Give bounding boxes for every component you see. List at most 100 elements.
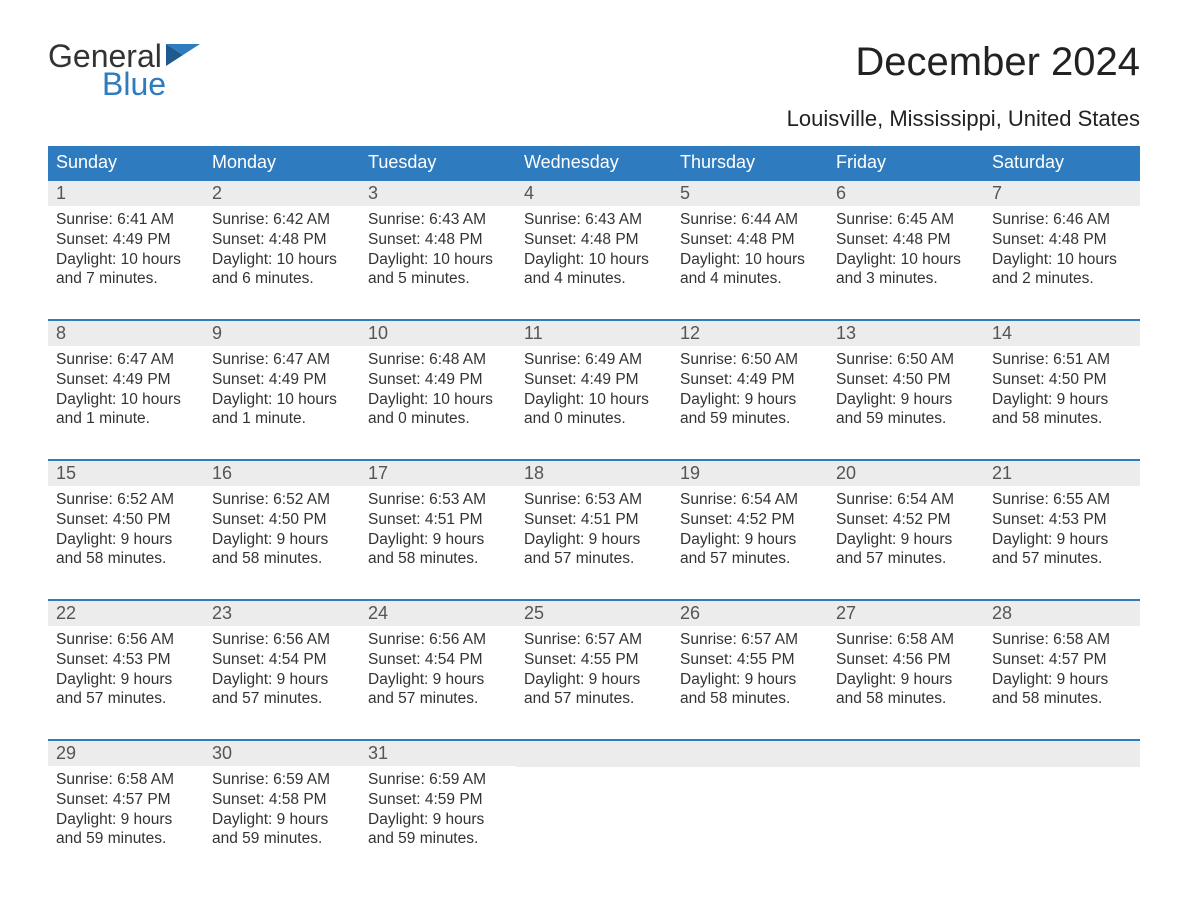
daylight-line2: and 0 minutes. <box>368 409 508 429</box>
daylight-line2: and 1 minute. <box>212 409 352 429</box>
calendar-cell: 2Sunrise: 6:42 AMSunset: 4:48 PMDaylight… <box>204 181 360 301</box>
calendar-cell: 17Sunrise: 6:53 AMSunset: 4:51 PMDayligh… <box>360 461 516 581</box>
day-details: Sunrise: 6:57 AMSunset: 4:55 PMDaylight:… <box>516 626 672 713</box>
weeks-container: 1Sunrise: 6:41 AMSunset: 4:49 PMDaylight… <box>48 179 1140 861</box>
daylight-line2: and 58 minutes. <box>368 549 508 569</box>
sunrise-text: Sunrise: 6:58 AM <box>56 770 196 790</box>
day-number: 26 <box>672 601 828 626</box>
daylight-line2: and 58 minutes. <box>56 549 196 569</box>
sunset-text: Sunset: 4:50 PM <box>212 510 352 530</box>
week-row: 22Sunrise: 6:56 AMSunset: 4:53 PMDayligh… <box>48 599 1140 721</box>
week-row: 8Sunrise: 6:47 AMSunset: 4:49 PMDaylight… <box>48 319 1140 441</box>
daylight-line2: and 59 minutes. <box>368 829 508 849</box>
calendar-cell: 22Sunrise: 6:56 AMSunset: 4:53 PMDayligh… <box>48 601 204 721</box>
day-number: 30 <box>204 741 360 766</box>
day-number: 27 <box>828 601 984 626</box>
sunrise-text: Sunrise: 6:53 AM <box>524 490 664 510</box>
sunset-text: Sunset: 4:49 PM <box>56 230 196 250</box>
day-details: Sunrise: 6:54 AMSunset: 4:52 PMDaylight:… <box>672 486 828 573</box>
day-number: 13 <box>828 321 984 346</box>
header: General Blue December 2024 <box>48 40 1140 100</box>
calendar-cell <box>672 741 828 861</box>
daylight-line2: and 58 minutes. <box>836 689 976 709</box>
daylight-line1: Daylight: 9 hours <box>368 810 508 830</box>
daylight-line2: and 7 minutes. <box>56 269 196 289</box>
daylight-line2: and 4 minutes. <box>524 269 664 289</box>
dayhead-sunday: Sunday <box>48 146 204 179</box>
day-number: 24 <box>360 601 516 626</box>
daylight-line1: Daylight: 10 hours <box>56 250 196 270</box>
dayhead-friday: Friday <box>828 146 984 179</box>
sunrise-text: Sunrise: 6:49 AM <box>524 350 664 370</box>
daylight-line1: Daylight: 9 hours <box>680 530 820 550</box>
day-details: Sunrise: 6:48 AMSunset: 4:49 PMDaylight:… <box>360 346 516 433</box>
daylight-line2: and 5 minutes. <box>368 269 508 289</box>
sunrise-text: Sunrise: 6:59 AM <box>368 770 508 790</box>
day-details: Sunrise: 6:47 AMSunset: 4:49 PMDaylight:… <box>48 346 204 433</box>
sunset-text: Sunset: 4:49 PM <box>212 370 352 390</box>
calendar-cell: 4Sunrise: 6:43 AMSunset: 4:48 PMDaylight… <box>516 181 672 301</box>
day-details: Sunrise: 6:54 AMSunset: 4:52 PMDaylight:… <box>828 486 984 573</box>
calendar-cell: 23Sunrise: 6:56 AMSunset: 4:54 PMDayligh… <box>204 601 360 721</box>
calendar-cell: 7Sunrise: 6:46 AMSunset: 4:48 PMDaylight… <box>984 181 1140 301</box>
sunrise-text: Sunrise: 6:56 AM <box>56 630 196 650</box>
sunrise-text: Sunrise: 6:57 AM <box>680 630 820 650</box>
daylight-line1: Daylight: 10 hours <box>56 390 196 410</box>
calendar-cell: 31 Sunrise: 6:59 AMSunset: 4:59 PMDayligh… <box>360 741 516 861</box>
day-details: Sunrise: 6:45 AMSunset: 4:48 PMDaylight:… <box>828 206 984 293</box>
sunset-text: Sunset: 4:52 PM <box>680 510 820 530</box>
day-number: 21 <box>984 461 1140 486</box>
day-number: 31 <box>360 741 516 766</box>
sunset-text: Sunset: 4:51 PM <box>368 510 508 530</box>
daylight-line1: Daylight: 9 hours <box>992 530 1132 550</box>
day-number: 23 <box>204 601 360 626</box>
calendar-cell: 27Sunrise: 6:58 AMSunset: 4:56 PMDayligh… <box>828 601 984 721</box>
daylight-line1: Daylight: 9 hours <box>680 670 820 690</box>
daylight-line1: Daylight: 9 hours <box>212 670 352 690</box>
daylight-line2: and 2 minutes. <box>992 269 1132 289</box>
sunrise-text: Sunrise: 6:42 AM <box>212 210 352 230</box>
calendar-cell: 25Sunrise: 6:57 AMSunset: 4:55 PMDayligh… <box>516 601 672 721</box>
calendar-cell: 24Sunrise: 6:56 AMSunset: 4:54 PMDayligh… <box>360 601 516 721</box>
sunrise-text: Sunrise: 6:43 AM <box>524 210 664 230</box>
daylight-line1: Daylight: 10 hours <box>992 250 1132 270</box>
dayhead-monday: Monday <box>204 146 360 179</box>
sunset-text: Sunset: 4:50 PM <box>836 370 976 390</box>
week-row: 15Sunrise: 6:52 AMSunset: 4:50 PMDayligh… <box>48 459 1140 581</box>
sunset-text: Sunset: 4:59 PM <box>368 790 508 810</box>
location: Louisville, Mississippi, United States <box>48 106 1140 132</box>
daylight-line1: Daylight: 9 hours <box>836 390 976 410</box>
daylight-line1: Daylight: 9 hours <box>56 810 196 830</box>
sunset-text: Sunset: 4:56 PM <box>836 650 976 670</box>
daylight-line1: Daylight: 10 hours <box>524 390 664 410</box>
day-number: 6 <box>828 181 984 206</box>
sunset-text: Sunset: 4:48 PM <box>212 230 352 250</box>
daylight-line1: Daylight: 9 hours <box>992 670 1132 690</box>
day-details: Sunrise: 6:58 AMSunset: 4:57 PMDaylight:… <box>984 626 1140 713</box>
daylight-line2: and 57 minutes. <box>56 689 196 709</box>
day-number <box>672 741 828 767</box>
sunrise-text: Sunrise: 6:55 AM <box>992 490 1132 510</box>
day-details: Sunrise: 6:52 AMSunset: 4:50 PMDaylight:… <box>204 486 360 573</box>
daylight-line2: and 59 minutes. <box>680 409 820 429</box>
day-details: Sunrise: 6:57 AMSunset: 4:55 PMDaylight:… <box>672 626 828 713</box>
day-details: Sunrise: 6:50 AMSunset: 4:50 PMDaylight:… <box>828 346 984 433</box>
calendar-cell: 15Sunrise: 6:52 AMSunset: 4:50 PMDayligh… <box>48 461 204 581</box>
sunrise-text: Sunrise: 6:47 AM <box>56 350 196 370</box>
daylight-line2: and 3 minutes. <box>836 269 976 289</box>
day-number: 17 <box>360 461 516 486</box>
sunrise-text: Sunrise: 6:56 AM <box>212 630 352 650</box>
calendar-cell <box>828 741 984 861</box>
sunset-text: Sunset: 4:57 PM <box>992 650 1132 670</box>
calendar-cell: 29Sunrise: 6:58 AMSunset: 4:57 PMDayligh… <box>48 741 204 861</box>
logo-line2: Blue <box>102 68 200 100</box>
calendar-cell: 18Sunrise: 6:53 AMSunset: 4:51 PMDayligh… <box>516 461 672 581</box>
daylight-line2: and 57 minutes. <box>992 549 1132 569</box>
sunset-text: Sunset: 4:55 PM <box>680 650 820 670</box>
sunrise-text: Sunrise: 6:52 AM <box>56 490 196 510</box>
day-details: Sunrise: 6:56 AMSunset: 4:53 PMDaylight:… <box>48 626 204 713</box>
day-details: Sunrise: 6:56 AMSunset: 4:54 PMDaylight:… <box>204 626 360 713</box>
daylight-line1: Daylight: 9 hours <box>56 670 196 690</box>
calendar-cell: 28Sunrise: 6:58 AMSunset: 4:57 PMDayligh… <box>984 601 1140 721</box>
daylight-line1: Daylight: 10 hours <box>524 250 664 270</box>
